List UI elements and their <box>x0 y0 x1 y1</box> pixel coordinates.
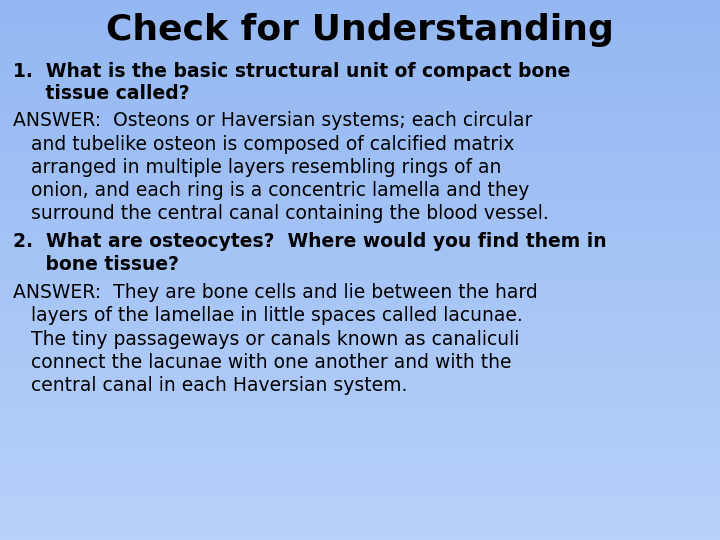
Text: surround the central canal containing the blood vessel.: surround the central canal containing th… <box>13 204 549 224</box>
Text: layers of the lamellae in little spaces called lacunae.: layers of the lamellae in little spaces … <box>13 306 523 326</box>
Text: onion, and each ring is a concentric lamella and they: onion, and each ring is a concentric lam… <box>13 181 529 200</box>
Text: The tiny passageways or canals known as canaliculi: The tiny passageways or canals known as … <box>13 329 519 349</box>
Text: ANSWER:  Osteons or Haversian systems; each circular: ANSWER: Osteons or Haversian systems; ea… <box>13 111 532 131</box>
Text: tissue called?: tissue called? <box>13 84 189 104</box>
Text: connect the lacunae with one another and with the: connect the lacunae with one another and… <box>13 353 511 372</box>
Text: Check for Understanding: Check for Understanding <box>106 13 614 46</box>
Text: ANSWER:  They are bone cells and lie between the hard: ANSWER: They are bone cells and lie betw… <box>13 283 538 302</box>
Text: 2.  What are osteocytes?  Where would you find them in: 2. What are osteocytes? Where would you … <box>13 232 606 252</box>
Text: arranged in multiple layers resembling rings of an: arranged in multiple layers resembling r… <box>13 158 501 177</box>
Text: and tubelike osteon is composed of calcified matrix: and tubelike osteon is composed of calci… <box>13 134 514 154</box>
Text: bone tissue?: bone tissue? <box>13 255 179 274</box>
Text: central canal in each Haversian system.: central canal in each Haversian system. <box>13 376 408 395</box>
Text: 1.  What is the basic structural unit of compact bone: 1. What is the basic structural unit of … <box>13 62 570 81</box>
